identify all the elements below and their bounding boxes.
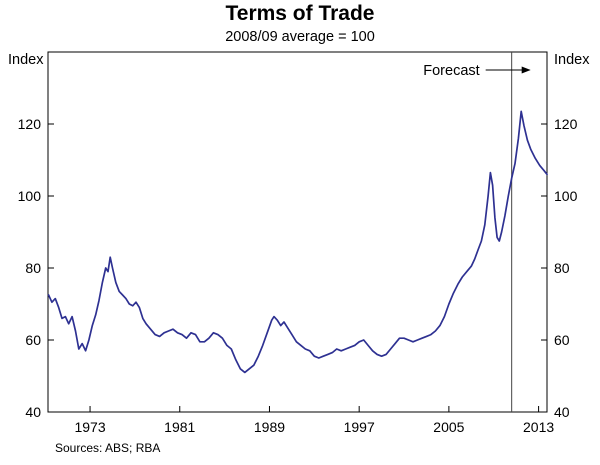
chart-subtitle: 2008/09 average = 100 xyxy=(225,29,375,45)
y-axis-tick-label-right: 60 xyxy=(554,332,570,348)
y-axis-tick-label-right: 100 xyxy=(554,188,578,204)
forecast-arrow-icon xyxy=(521,66,531,74)
x-axis-tick-label: 1997 xyxy=(344,419,375,435)
y-axis-unit-label-right: Index xyxy=(554,52,590,68)
terms-of-trade-line xyxy=(47,110,548,374)
y-axis-tick-label-right: 80 xyxy=(554,260,570,276)
plot-border xyxy=(47,51,548,413)
x-axis-tick-label: 2005 xyxy=(433,419,464,435)
x-axis-tick-label: 1989 xyxy=(254,419,285,435)
forecast-label: Forecast xyxy=(423,63,479,79)
y-axis-unit-label-left: Index xyxy=(8,52,44,68)
y-axis-tick-label-right: 120 xyxy=(554,116,578,132)
y-axis-tick-label-left: 80 xyxy=(25,260,41,276)
chart-sources: Sources: ABS; RBA xyxy=(55,441,161,455)
x-axis-tick-label: 1973 xyxy=(74,419,105,435)
x-axis-tick-label: 1981 xyxy=(164,419,195,435)
y-axis-tick-label-left: 120 xyxy=(18,116,42,132)
y-axis-tick-label-left: 40 xyxy=(25,404,41,420)
y-axis-tick-label-left: 60 xyxy=(25,332,41,348)
y-axis-tick-label-left: 100 xyxy=(18,188,42,204)
y-axis-tick-label-right: 40 xyxy=(554,404,570,420)
chart-title: Terms of Trade xyxy=(225,2,375,25)
x-axis-tick-label: 2013 xyxy=(523,419,554,435)
